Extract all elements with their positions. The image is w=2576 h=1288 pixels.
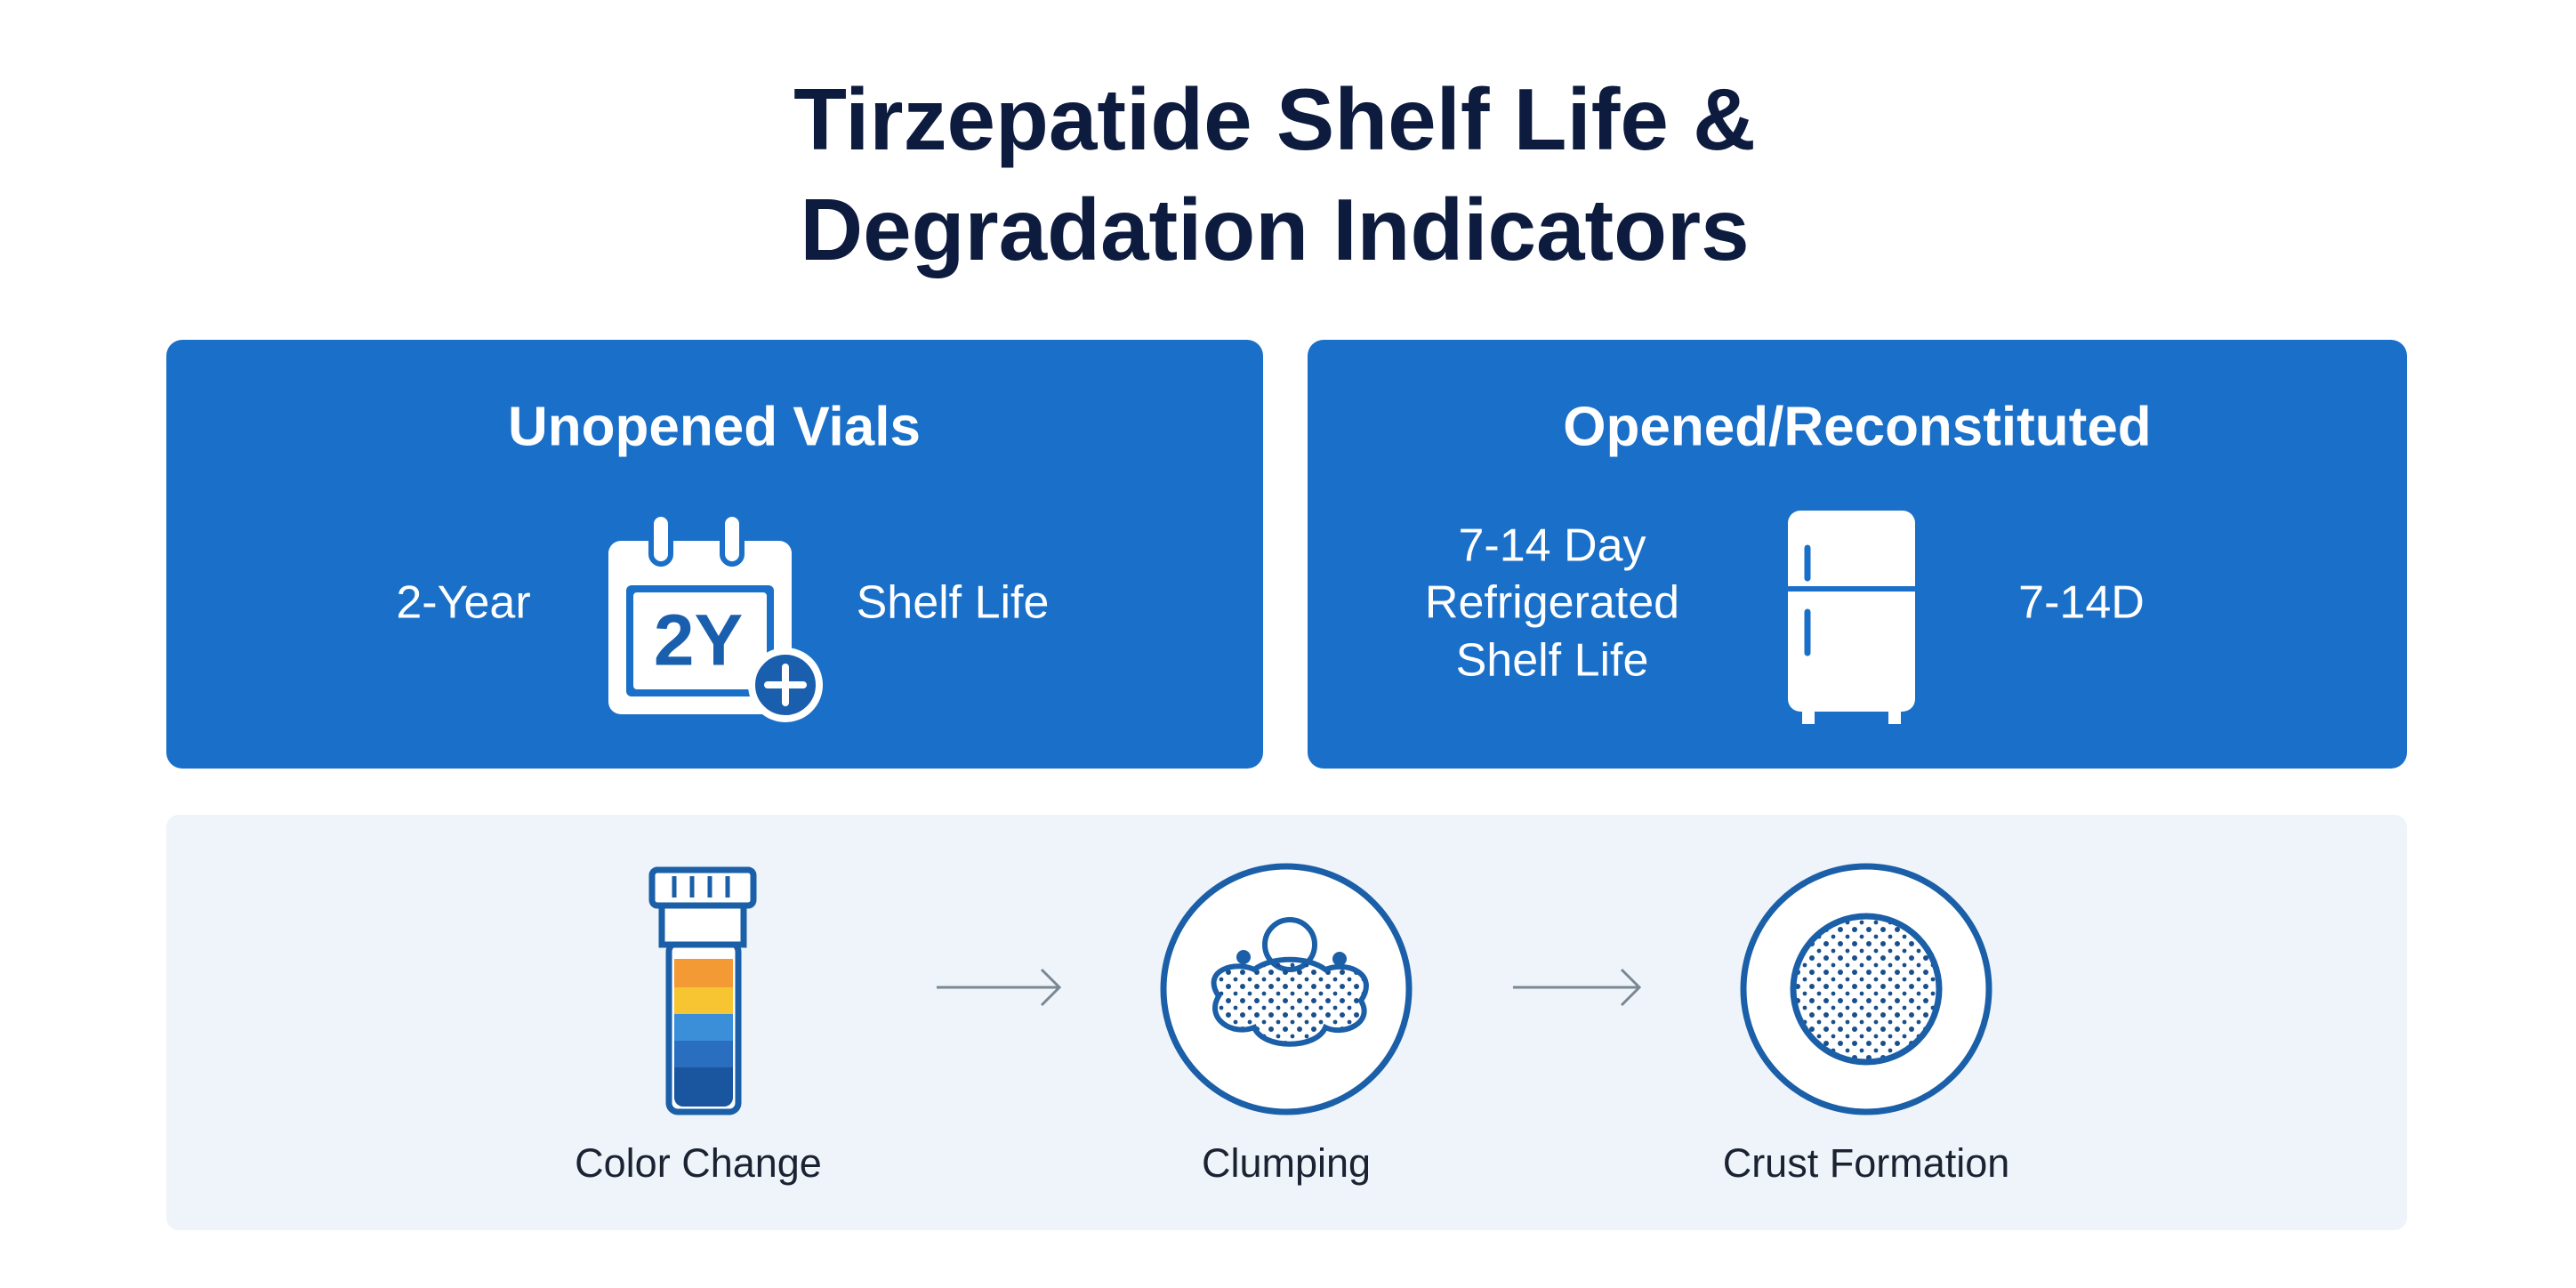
arrow	[937, 968, 1642, 1007]
card-text: Refrigerated	[1425, 577, 1679, 629]
card-text: 2-Year	[396, 577, 530, 629]
indicator-label: Clumping	[1202, 1140, 1371, 1186]
clumping-icon	[1160, 863, 1413, 1115]
title-line: Tirzepatide Shelf Life &	[793, 70, 1756, 168]
vial-icon	[648, 866, 757, 1115]
fridge-icon	[1788, 511, 1915, 724]
title-line: Degradation Indicators	[800, 181, 1749, 278]
card-text: Shelf Life	[1456, 635, 1649, 687]
card-text: 7-14 Day	[1459, 520, 1646, 572]
calendar-text: 2Y	[654, 600, 743, 681]
indicator-label: Crust Formation	[1723, 1140, 2010, 1186]
card-heading: Opened/Reconstituted	[1563, 396, 2151, 457]
card-heading: Unopened Vials	[508, 396, 921, 457]
calendar-icon: 2Y	[608, 511, 823, 722]
card-text: Shelf Life	[857, 577, 1050, 629]
crust-icon	[1740, 863, 1992, 1115]
card-text: 7-14D	[2018, 577, 2145, 629]
indicator-label: Color Change	[575, 1140, 822, 1186]
